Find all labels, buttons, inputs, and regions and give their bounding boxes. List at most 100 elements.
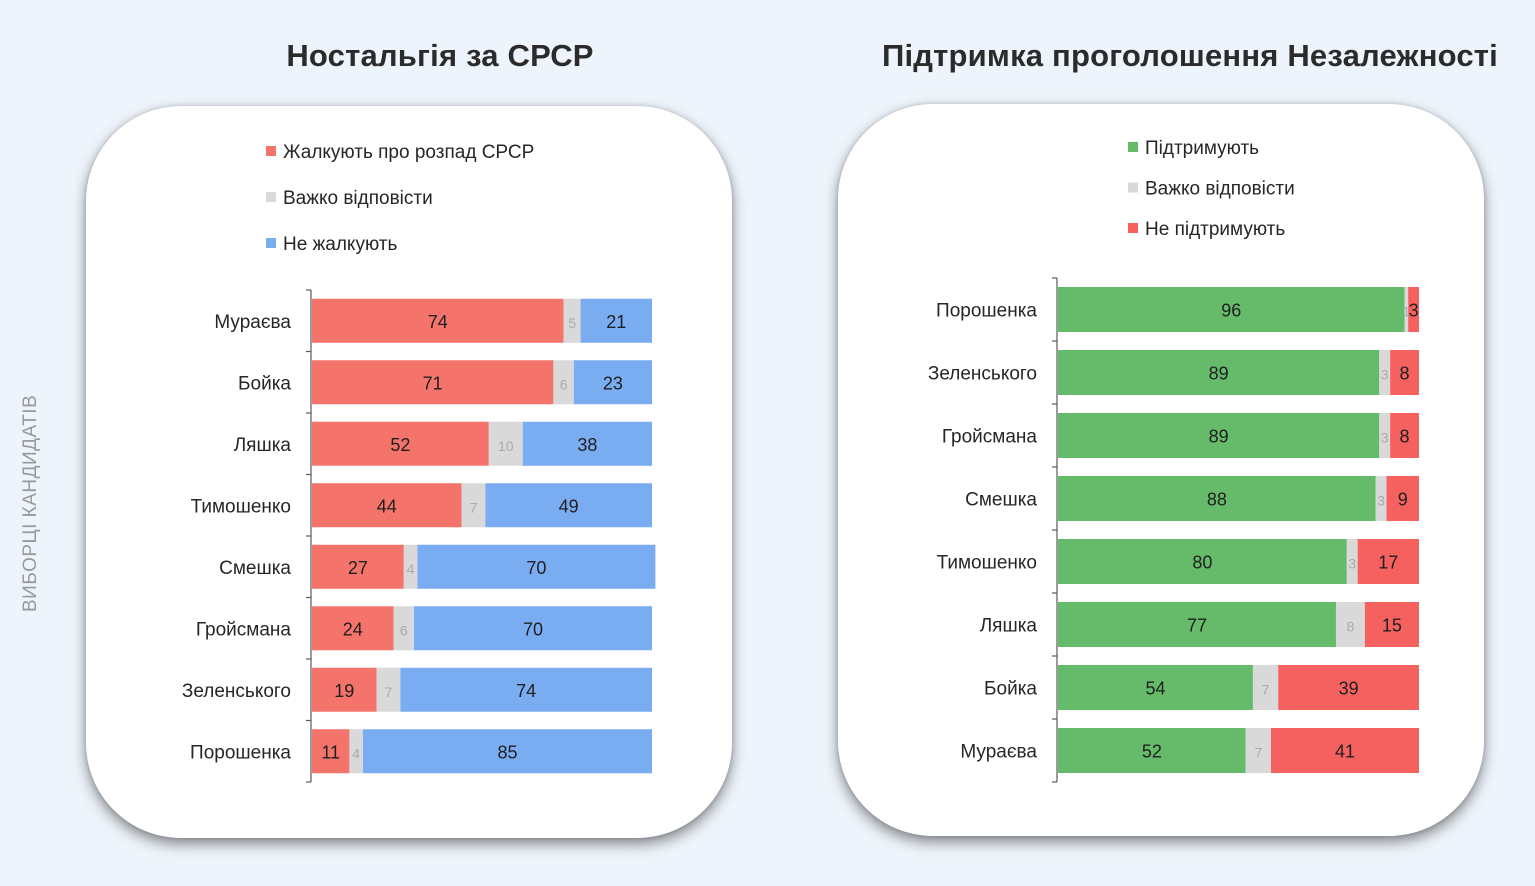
nostalgia-legend-swatch-1: [266, 192, 276, 202]
nostalgia-bar-0: [312, 483, 462, 528]
independence-bar-1: [1379, 350, 1391, 395]
nostalgia-bar-1: [393, 606, 414, 651]
independence-data-label-0: 89: [1209, 364, 1229, 384]
nostalgia-bar-1: [488, 421, 523, 466]
nostalgia-data-label-0: 44: [377, 496, 397, 516]
nostalgia-bar-0: [312, 421, 489, 466]
independence-bar-1: [1245, 728, 1271, 773]
nostalgia-legend-swatch-2: [266, 238, 276, 248]
independence-data-label-2: 9: [1398, 490, 1408, 510]
nostalgia-bar-1: [553, 360, 574, 405]
independence-data-label-1: 8: [1347, 619, 1355, 635]
nostalgia-bar-2: [417, 544, 656, 589]
independence-data-label-1: 3: [1381, 367, 1389, 383]
nostalgia-category-label: Зеленського: [182, 681, 291, 702]
nostalgia-bar-2: [414, 606, 652, 651]
independence-data-label-0: 89: [1209, 427, 1229, 447]
independence-legend-label-1: Важко відповісти: [1145, 179, 1295, 200]
independence-bar-2: [1386, 476, 1419, 521]
nostalgia-bar-0: [312, 360, 554, 405]
independence-bar-1: [1252, 665, 1279, 710]
independence-legend-swatch-1: [1128, 182, 1138, 193]
nostalgia-bar-2: [363, 729, 652, 774]
independence-data-label-0: 80: [1192, 553, 1212, 573]
independence-legend-label-2: Не підтримують: [1145, 219, 1285, 240]
nostalgia-data-label-2: 38: [577, 435, 597, 455]
independence-bar-0: [1058, 350, 1380, 395]
independence-data-label-1: 7: [1254, 745, 1262, 761]
independence-bar-2: [1357, 539, 1419, 584]
independence-bar-0: [1058, 728, 1246, 773]
independence-bar-2: [1390, 413, 1419, 458]
chart-card-independence: [838, 104, 1484, 836]
independence-data-label-1: 7: [1262, 682, 1270, 698]
nostalgia-data-label-0: 24: [343, 619, 363, 639]
nostalgia-legend-label-2: Не жалкують: [283, 234, 397, 255]
chart-card-nostalgia: [86, 106, 732, 838]
independence-data-label-2: 8: [1400, 364, 1410, 384]
independence-bar-1: [1404, 287, 1409, 332]
nostalgia-legend-label-0: Жалкують про розпад СРСР: [283, 142, 534, 163]
independence-data-label-0: 52: [1142, 742, 1162, 762]
independence-data-label-0: 88: [1207, 490, 1227, 510]
independence-bar-0: [1058, 539, 1347, 584]
nostalgia-data-label-2: 23: [603, 373, 623, 393]
chart-title-independence: Підтримка проголошення Незалежності: [881, 38, 1498, 73]
nostalgia-data-label-0: 19: [334, 681, 354, 701]
nostalgia-bar-2: [580, 298, 652, 343]
independence-category-label: Гройсмана: [942, 427, 1038, 448]
independence-bar-2: [1278, 665, 1419, 710]
nostalgia-data-label-2: 85: [497, 742, 517, 762]
nostalgia-data-label-0: 74: [428, 312, 448, 332]
independence-data-label-2: 41: [1335, 742, 1355, 762]
independence-data-label-2: 8: [1400, 427, 1410, 447]
nostalgia-bar-1: [376, 667, 401, 712]
independence-data-label-0: 77: [1187, 616, 1207, 636]
independence-data-label-1: 3: [1381, 430, 1389, 446]
nostalgia-data-label-1: 4: [407, 561, 415, 577]
independence-data-label-2: 39: [1339, 679, 1359, 699]
nostalgia-bar-2: [573, 360, 652, 405]
independence-bar-1: [1375, 476, 1387, 521]
nostalgia-category-label: Гройсмана: [196, 619, 292, 640]
nostalgia-bar-1: [563, 298, 581, 343]
nostalgia-legend-label-1: Важко відповісти: [283, 188, 433, 209]
independence-legend-swatch-2: [1128, 223, 1138, 233]
nostalgia-data-label-1: 10: [498, 438, 514, 454]
nostalgia-data-label-1: 7: [470, 499, 478, 515]
nostalgia-data-label-2: 74: [516, 681, 536, 701]
independence-category-label: Порошенка: [936, 301, 1037, 322]
chart-title-nostalgia: Ностальгія за СРСР: [286, 38, 594, 73]
nostalgia-category-label: Бойка: [238, 373, 291, 394]
independence-bar-0: [1058, 602, 1336, 647]
independence-legend-swatch-0: [1128, 142, 1138, 152]
independence-data-label-1: 3: [1348, 556, 1356, 572]
nostalgia-data-label-2: 49: [559, 496, 579, 516]
independence-bar-2: [1270, 728, 1419, 773]
nostalgia-data-label-2: 21: [606, 312, 626, 332]
independence-category-label: Мураєва: [960, 742, 1037, 763]
nostalgia-data-label-0: 71: [423, 373, 443, 393]
nostalgia-bar-0: [312, 729, 350, 774]
independence-bar-2: [1408, 287, 1419, 332]
nostalgia-category-label: Тимошенко: [191, 496, 291, 517]
independence-legend-label-0: Підтримують: [1145, 138, 1259, 159]
nostalgia-legend-swatch-0: [266, 146, 276, 156]
nostalgia-bar-0: [312, 544, 404, 589]
nostalgia-data-label-0: 27: [348, 558, 368, 578]
nostalgia-category-label: Порошенка: [190, 742, 291, 763]
independence-bar-1: [1335, 602, 1365, 647]
independence-data-label-2: 3: [1409, 301, 1419, 321]
nostalgia-bar-1: [461, 483, 486, 528]
nostalgia-bar-2: [400, 667, 652, 712]
independence-category-label: Смешка: [965, 490, 1037, 511]
nostalgia-data-label-2: 70: [526, 558, 546, 578]
nostalgia-data-label-1: 6: [400, 622, 408, 638]
nostalgia-bar-0: [312, 667, 377, 712]
nostalgia-bar-2: [522, 421, 652, 466]
nostalgia-data-label-1: 4: [352, 745, 360, 761]
independence-category-label: Бойка: [984, 679, 1037, 700]
independence-bar-1: [1346, 539, 1358, 584]
nostalgia-category-label: Ляшка: [234, 435, 292, 456]
